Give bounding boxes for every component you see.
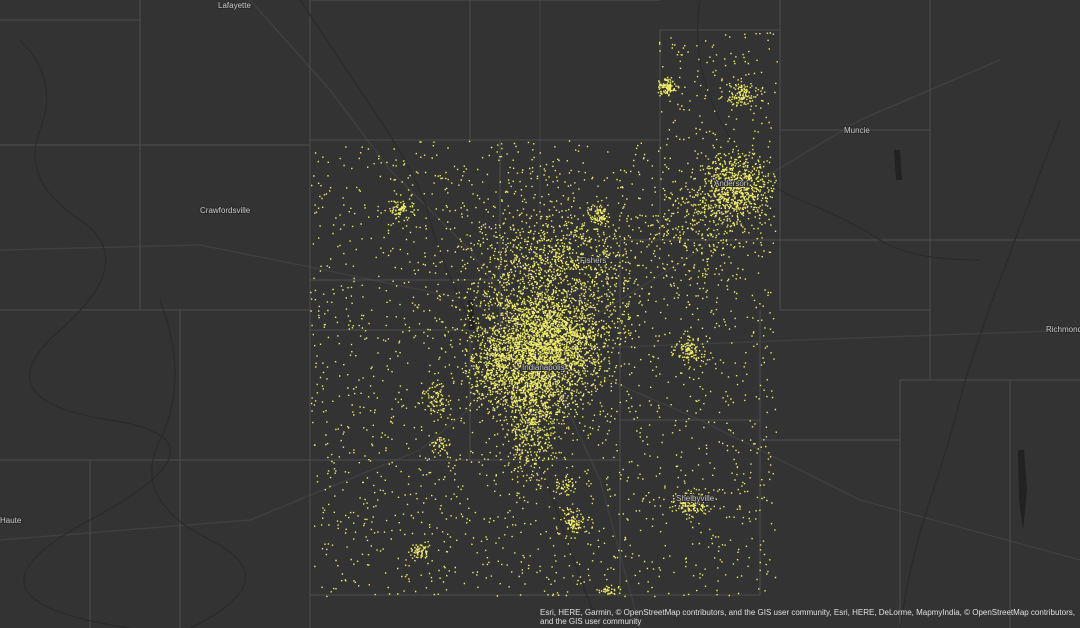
- place-label: Fishers: [580, 256, 606, 265]
- place-label: Crawfordsville: [200, 206, 251, 215]
- place-label: Shelbyville: [676, 494, 715, 503]
- place-label: Indianapolis: [522, 363, 565, 372]
- place-label: Lafayette: [218, 1, 251, 10]
- place-labels: Lafayette Crawfordsville Muncie Fishers Indi…: [0, 0, 1080, 526]
- place-label: Haute: [0, 516, 22, 525]
- attribution: Esri, HERE, Garmin, © OpenStreetMap cont…: [540, 608, 1075, 626]
- place-label: Richmond: [1046, 325, 1080, 334]
- place-label: Muncie: [844, 126, 870, 135]
- point-features: [310, 32, 778, 598]
- place-label: Anderson: [714, 179, 748, 188]
